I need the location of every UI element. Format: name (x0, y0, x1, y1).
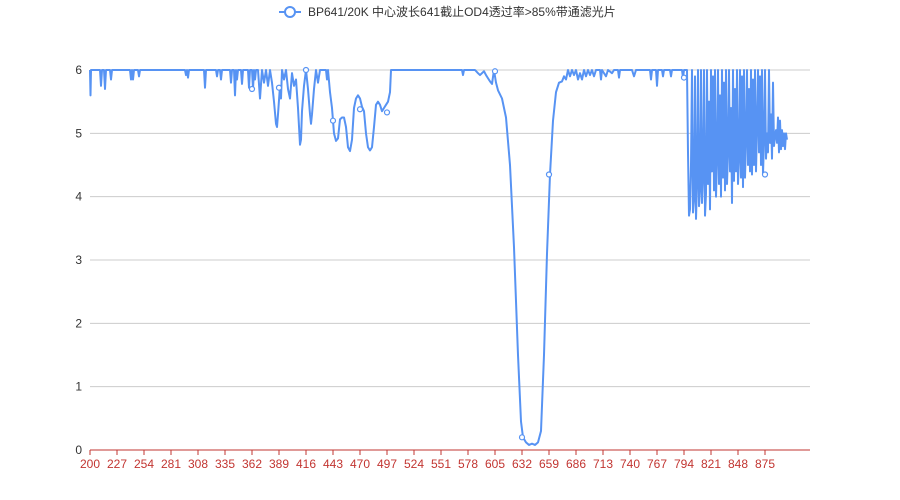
y-tick-label: 2 (75, 316, 82, 330)
series-group (89, 66, 788, 446)
x-tick-label: 740 (620, 457, 640, 471)
x-tick-label: 308 (188, 457, 208, 471)
x-tick-label: 227 (107, 457, 127, 471)
data-point-marker[interactable] (383, 109, 391, 116)
data-point-marker[interactable] (302, 66, 310, 74)
x-tick-label: 362 (242, 457, 262, 471)
x-tick-label: 713 (593, 457, 613, 471)
data-point-marker[interactable] (491, 68, 499, 75)
y-tick-label: 0 (75, 443, 82, 457)
x-tick-label: 848 (728, 457, 748, 471)
data-point-marker[interactable] (761, 171, 769, 178)
data-point-marker[interactable] (545, 171, 553, 178)
data-point-marker[interactable] (518, 434, 526, 441)
legend[interactable]: BP641/20K 中心波长641截止OD4透过率>85%带通滤光片 (279, 4, 616, 19)
data-point-marker[interactable] (248, 85, 256, 93)
legend-label: BP641/20K 中心波长641截止OD4透过率>85%带通滤光片 (308, 4, 616, 19)
x-tick-label: 821 (701, 457, 721, 471)
x-tick-label: 389 (269, 457, 289, 471)
x-tick-label: 200 (80, 457, 100, 471)
data-point-marker[interactable] (275, 84, 283, 91)
x-tick-label: 335 (215, 457, 235, 471)
data-point-marker[interactable] (680, 74, 688, 81)
x-tick-label: 578 (458, 457, 478, 471)
y-tick-label: 5 (75, 126, 82, 140)
y-tick-label: 6 (75, 63, 82, 77)
x-tick-label: 470 (350, 457, 370, 471)
x-tick-label: 686 (566, 457, 586, 471)
x-tick-label: 632 (512, 457, 532, 471)
x-tick-label: 875 (755, 457, 775, 471)
y-tick-label: 3 (75, 253, 82, 267)
data-point-marker[interactable] (356, 106, 364, 113)
x-tick-label: 551 (431, 457, 451, 471)
x-axis: 200 227 254 281 308 335 362 389 416 443 470 497 524 5… (80, 449, 810, 471)
x-tick-label: 659 (539, 457, 559, 471)
data-point-marker[interactable] (329, 117, 337, 124)
x-tick-label: 794 (674, 457, 694, 471)
y-axis-ticks: 0 1 2 3 4 5 6 (75, 63, 82, 457)
legend-marker-icon (284, 6, 296, 18)
series-line[interactable] (89, 69, 788, 446)
x-tick-label: 524 (404, 457, 424, 471)
x-tick-label: 443 (323, 457, 343, 471)
x-tick-label: 767 (647, 457, 667, 471)
y-tick-label: 1 (75, 380, 82, 394)
x-tick-label: 416 (296, 457, 316, 471)
y-tick-label: 4 (75, 190, 82, 204)
x-tick-label: 605 (485, 457, 505, 471)
x-tick-label: 497 (377, 457, 397, 471)
x-tick-label: 254 (134, 457, 154, 471)
x-tick-label: 281 (161, 457, 181, 471)
